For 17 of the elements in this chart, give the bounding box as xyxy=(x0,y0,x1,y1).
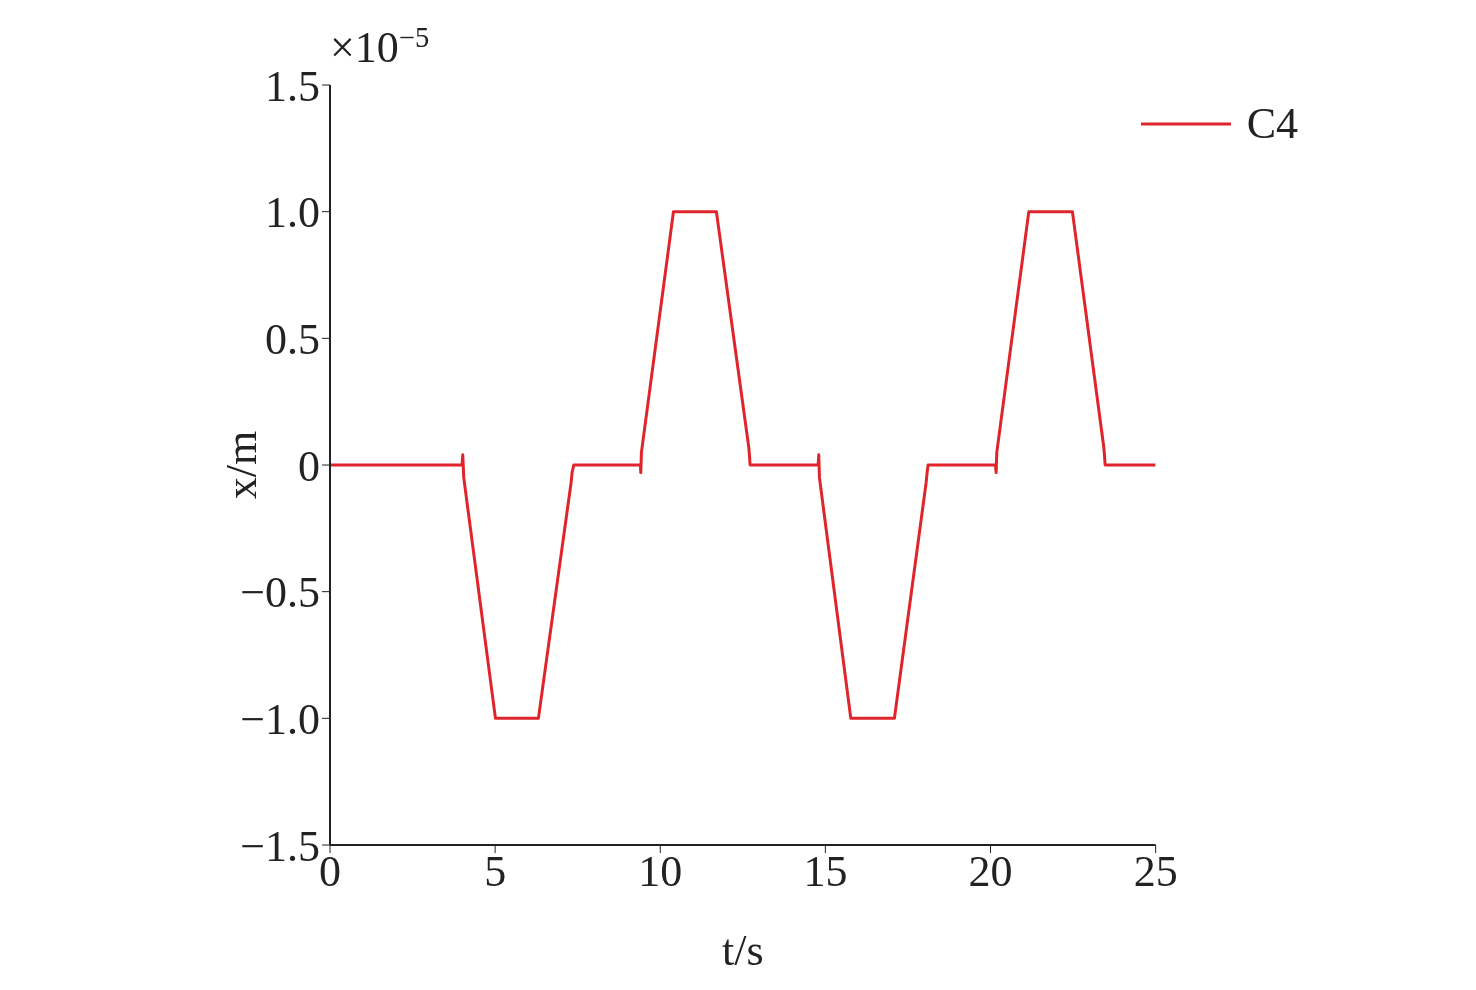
y-tick-label: −1.5 xyxy=(240,821,320,871)
y-tick-label: 0 xyxy=(298,441,320,491)
y-tick-label: 1.5 xyxy=(265,61,320,111)
text: ×10$^{−5}$ xyxy=(330,21,430,72)
y-tick-label: −1.0 xyxy=(240,694,320,744)
x-tick-label: 5 xyxy=(484,847,507,897)
y-tick-label: −0.5 xyxy=(240,568,320,618)
legend-label: C4 xyxy=(1246,98,1298,149)
x-axis-title: t/s xyxy=(722,926,764,975)
x-tick-label: 25 xyxy=(1133,847,1178,897)
line-series xyxy=(330,210,1156,720)
x-tick-label: 20 xyxy=(968,847,1013,897)
y-axis-title: x/m xyxy=(216,430,266,500)
y-tick-label: 0.5 xyxy=(265,314,320,364)
y-tick-label: 1.0 xyxy=(265,188,320,238)
x-tick-label: 10 xyxy=(638,847,683,897)
x-tick-label: 15 xyxy=(803,847,848,897)
